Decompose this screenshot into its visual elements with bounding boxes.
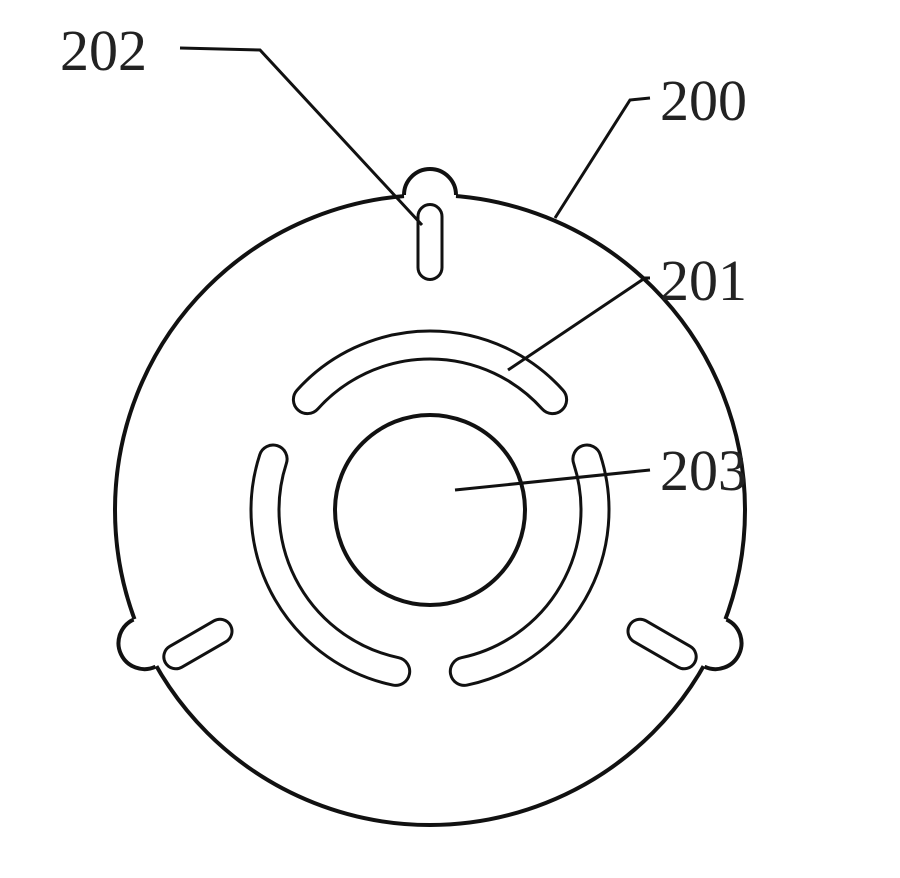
leader-line (555, 98, 650, 218)
rim-notch (404, 169, 456, 195)
label-201: 201 (660, 248, 747, 313)
leader-line (455, 470, 650, 490)
disc-outline (115, 195, 745, 825)
outer-radial-slot (418, 205, 442, 280)
label-203: 203 (660, 438, 747, 503)
outer-radial-slot (159, 615, 236, 673)
outer-radial-slot (624, 615, 701, 673)
leader-line (508, 278, 650, 370)
label-202: 202 (60, 18, 147, 83)
inner-arc-slot (251, 445, 410, 685)
center-hole (335, 415, 525, 605)
label-200: 200 (660, 68, 747, 133)
inner-arc-slot (293, 331, 566, 414)
